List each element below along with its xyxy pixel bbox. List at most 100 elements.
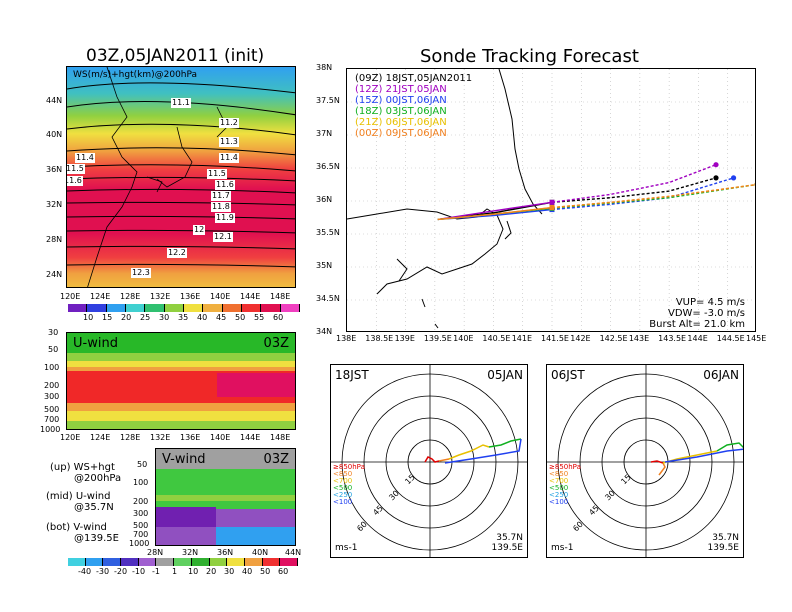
forecast-lat-tick: 36.5N <box>316 162 340 171</box>
forecast-lon-tick: 139E <box>394 334 415 343</box>
vwind-p-tick: 700 <box>133 530 149 539</box>
hodo2-levels: ≥850hPa <850 <700 <500 <250 <100 <box>549 464 581 506</box>
forecast-lat-tick: 37.5N <box>316 96 340 105</box>
contour-label: 11.6 <box>67 176 83 186</box>
level-item: ≥850hPa <box>549 463 581 471</box>
vwind-svg <box>156 449 295 545</box>
legend-item: (12Z) 21JST,05JAN <box>355 84 472 95</box>
cbar2-tick: 20 <box>206 567 217 576</box>
uwind-lon-tick: 148E <box>270 433 291 442</box>
lon-tick: 136E <box>180 292 201 301</box>
forecast-title: Sonde Tracking Forecast <box>420 46 639 67</box>
cbar1-tick: 15 <box>102 313 113 322</box>
forecast-lon-tick: 144.5E <box>716 334 745 343</box>
forecast-lat-tick: 38N <box>316 63 333 72</box>
vwind-label: V-wind <box>162 452 206 467</box>
track-descent <box>551 184 755 209</box>
forecast-lon-tick: 138.5E <box>365 334 394 343</box>
track-ascent <box>437 201 553 221</box>
lon-tick: 128E <box>120 292 141 301</box>
ws-colorbar <box>68 304 300 312</box>
burst-point <box>549 205 555 211</box>
ws-map-panel: WS(m/s)+hgt(km)@200hPa 11.1 11.2 11.3 11… <box>66 66 296 288</box>
note-line: (bot) V-wind <box>46 522 107 533</box>
note-line: (up) WS+hgt <box>50 462 115 473</box>
vwind-lat-tick: 44N <box>285 548 302 557</box>
uwind-p-tick: 700 <box>44 415 60 424</box>
landing-point <box>754 182 755 187</box>
lat-tick: 24N <box>46 270 63 279</box>
forecast-lon-tick: 138E <box>336 334 357 343</box>
lat-tick: 40N <box>46 130 63 139</box>
cbar2-tick: -40 <box>78 567 92 576</box>
lat-tick: 32N <box>46 200 63 209</box>
cbar2-tick: 30 <box>224 567 235 576</box>
vwind-lat-tick: 28N <box>147 548 164 557</box>
coastline <box>347 69 543 329</box>
param-vup: VUP= 4.5 m/s <box>675 297 745 308</box>
track-descent <box>551 177 717 204</box>
forecast-lat-tick: 36N <box>316 195 333 204</box>
vwind-lat-tick: 32N <box>182 548 199 557</box>
hodograph-18jst: 18JST 05JAN 15 30 45 60 ≥850hPa <850 <70… <box>330 364 528 558</box>
cbar1-tick: 35 <box>178 313 189 322</box>
level-item: <700 <box>549 477 569 485</box>
cbar1-tick: 30 <box>159 313 170 322</box>
contour-label: 11.9 <box>215 213 235 223</box>
legend-time: 09JST,06JAN <box>385 128 447 139</box>
hodo1-lon: 139.5E <box>491 543 523 553</box>
hodo2-unit: ms-1 <box>551 543 574 553</box>
level-item: ≥850hPa <box>333 463 365 471</box>
hodo1-levels: ≥850hPa <850 <700 <500 <250 <100 <box>333 464 365 506</box>
forecast-lon-tick: 142.5E <box>599 334 628 343</box>
uwind-p-tick: 300 <box>44 392 60 401</box>
hodo2-lat: 35.7N <box>712 533 739 543</box>
uwind-p-tick: 50 <box>48 345 59 354</box>
uwind-label: U-wind <box>73 336 118 351</box>
legend-time: 18JST,05JAN2011 <box>385 73 473 84</box>
hodo1-time: 18JST <box>335 368 369 382</box>
legend-time: 03JST,06JAN <box>385 106 447 117</box>
forecast-lat-tick: 34.5N <box>316 294 340 303</box>
contour-label: 11.3 <box>219 137 239 147</box>
forecast-lon-tick: 144E <box>687 334 708 343</box>
hodo1-svg <box>331 365 527 557</box>
contour-label: 12 <box>193 225 206 235</box>
vwind-p-tick: 100 <box>133 478 149 487</box>
legend-code: (00Z) <box>355 128 383 139</box>
uwind-lon-tick: 144E <box>240 433 261 442</box>
legend-item: (15Z) 00JST,06JAN <box>355 95 472 106</box>
track-descent <box>551 177 734 211</box>
forecast-lon-tick: 143.5E <box>658 334 687 343</box>
wind-colorbar <box>68 558 298 566</box>
uwind-lon-tick: 120E <box>60 433 81 442</box>
vwind-lat-tick: 36N <box>217 548 234 557</box>
lon-tick: 144E <box>240 292 261 301</box>
level-item: <250 <box>333 491 353 499</box>
contour-label: 11.4 <box>219 153 239 163</box>
level-item: <700 <box>333 477 353 485</box>
track-descent <box>551 184 755 209</box>
vwind-lat-tick: 40N <box>252 548 269 557</box>
cbar2-tick: -30 <box>96 567 110 576</box>
forecast-lon-tick: 145E <box>746 334 767 343</box>
left-title: 03Z,05JAN2011 (init) <box>86 46 265 66</box>
cbar2-tick: -20 <box>114 567 128 576</box>
note-line: (mid) U-wind <box>46 491 111 502</box>
hodo2-svg <box>547 365 743 557</box>
cbar1-tick: 25 <box>140 313 151 322</box>
legend-code: (18Z) <box>355 106 383 117</box>
level-item: <100 <box>549 498 569 506</box>
hodo2-time: 06JST <box>551 368 585 382</box>
note-line: @200hPa <box>74 473 122 484</box>
ws-map-label: WS(m/s)+hgt(km)@200hPa <box>73 70 198 80</box>
cbar1-tick: 55 <box>254 313 265 322</box>
legend-item: (21Z) 06JST,06JAN <box>355 117 472 128</box>
forecast-lat-tick: 35N <box>316 261 333 270</box>
contour-label: 11.5 <box>66 164 85 174</box>
legend-code: (09Z) <box>355 73 383 84</box>
forecast-lon-tick: 142E <box>570 334 591 343</box>
legend-time: 21JST,05JAN <box>385 84 447 95</box>
uwind-time: 03Z <box>263 336 289 351</box>
vwind-p-tick: 500 <box>133 521 149 530</box>
